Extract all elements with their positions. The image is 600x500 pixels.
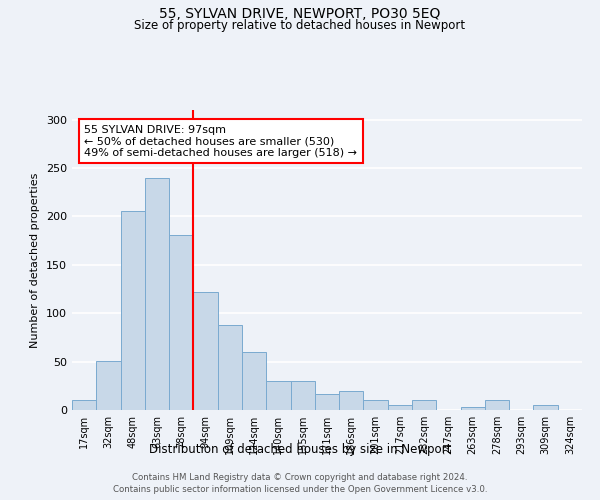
Bar <box>145 178 169 410</box>
Bar <box>533 405 558 410</box>
Bar <box>485 400 509 410</box>
Text: Size of property relative to detached houses in Newport: Size of property relative to detached ho… <box>134 19 466 32</box>
Text: 55, SYLVAN DRIVE, NEWPORT, PO30 5EQ: 55, SYLVAN DRIVE, NEWPORT, PO30 5EQ <box>160 8 440 22</box>
Bar <box>290 381 315 410</box>
Bar <box>266 381 290 410</box>
Bar <box>96 360 121 410</box>
Text: Distribution of detached houses by size in Newport: Distribution of detached houses by size … <box>149 442 451 456</box>
Text: Contains public sector information licensed under the Open Government Licence v3: Contains public sector information licen… <box>113 485 487 494</box>
Bar <box>412 400 436 410</box>
Bar <box>242 352 266 410</box>
Text: 55 SYLVAN DRIVE: 97sqm
← 50% of detached houses are smaller (530)
49% of semi-de: 55 SYLVAN DRIVE: 97sqm ← 50% of detached… <box>84 124 357 158</box>
Bar <box>461 407 485 410</box>
Bar <box>388 405 412 410</box>
Bar <box>315 394 339 410</box>
Bar <box>121 210 145 410</box>
Bar <box>218 325 242 410</box>
Text: Contains HM Land Registry data © Crown copyright and database right 2024.: Contains HM Land Registry data © Crown c… <box>132 472 468 482</box>
Bar <box>193 292 218 410</box>
Bar <box>339 390 364 410</box>
Bar <box>169 235 193 410</box>
Bar <box>72 400 96 410</box>
Y-axis label: Number of detached properties: Number of detached properties <box>31 172 40 348</box>
Bar <box>364 400 388 410</box>
